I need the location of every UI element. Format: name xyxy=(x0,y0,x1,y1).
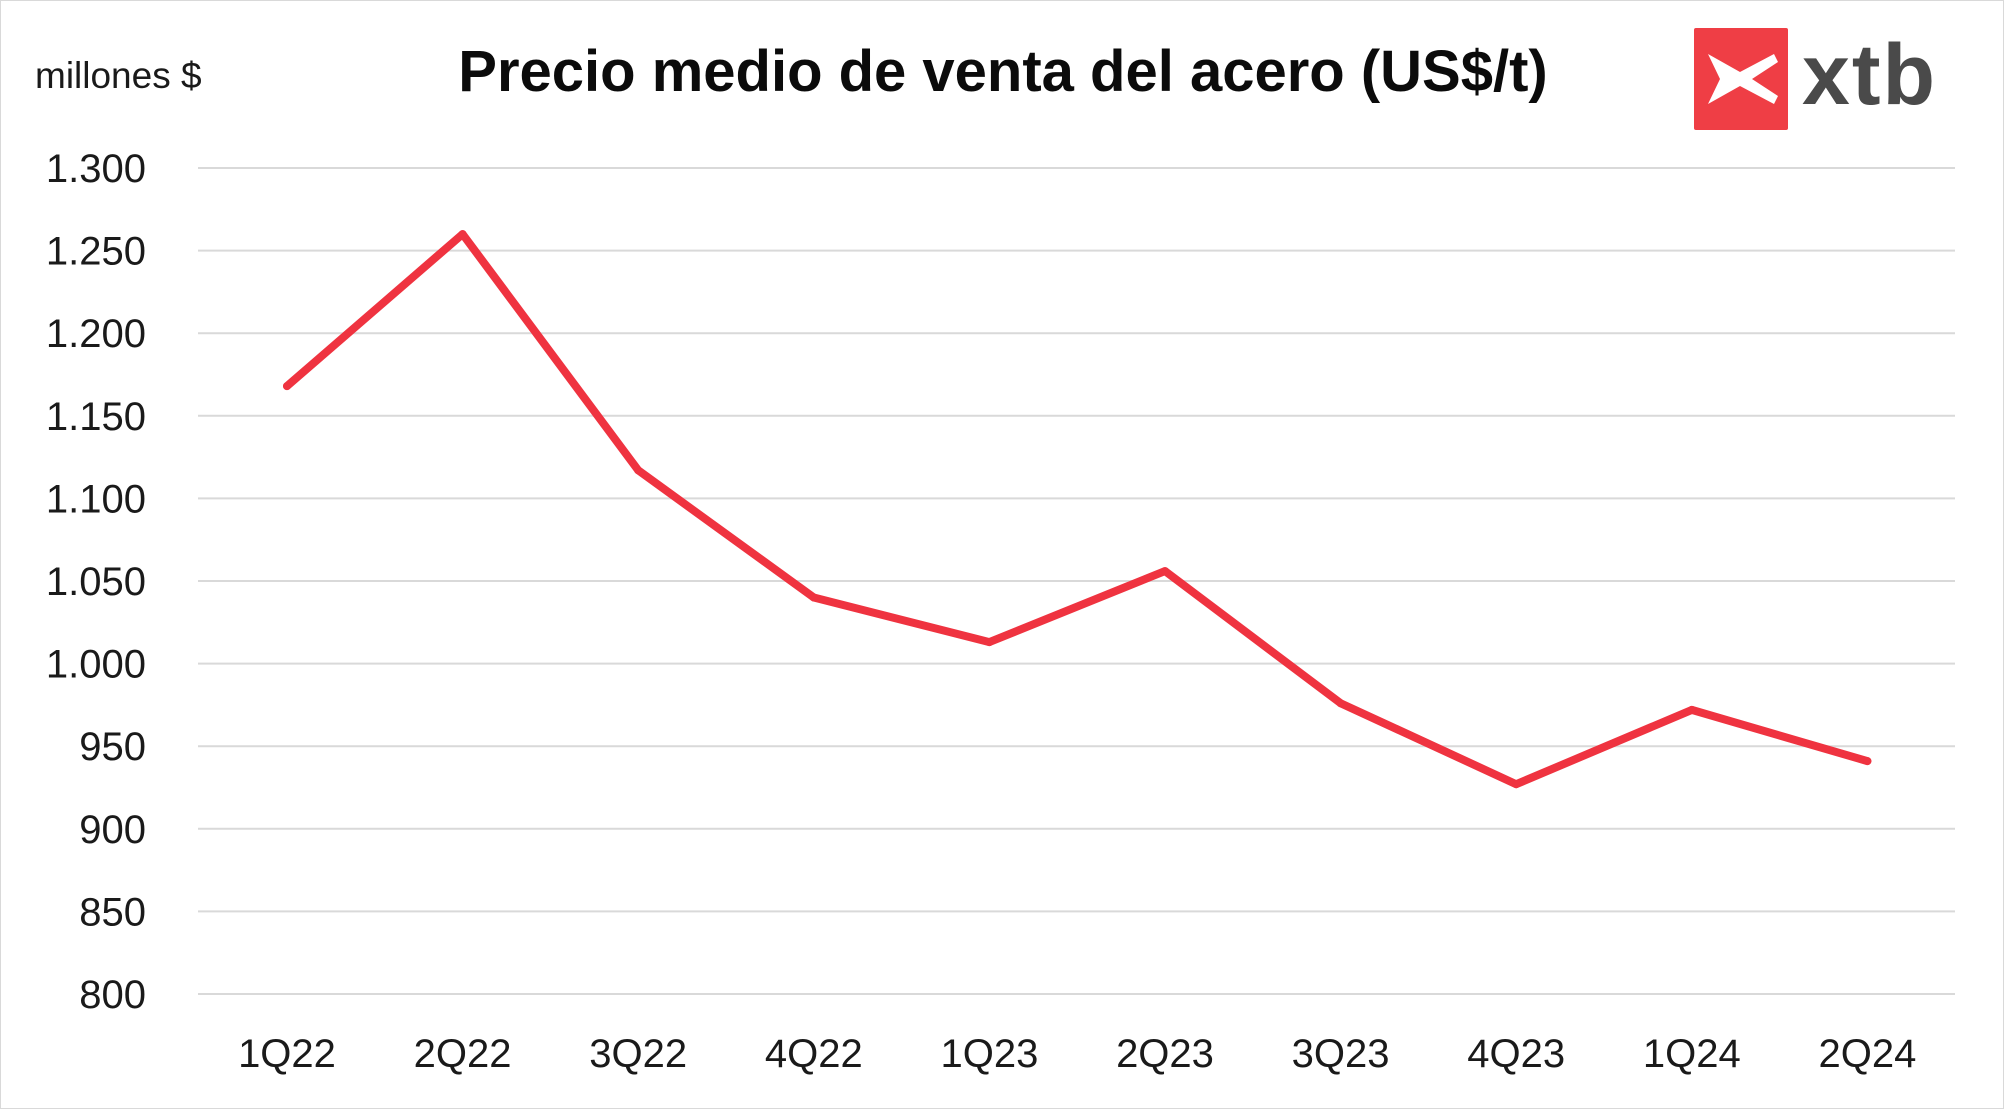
data-point xyxy=(283,382,291,391)
y-tick-label: 950 xyxy=(79,725,146,769)
logo-x-icon xyxy=(1694,28,1788,130)
y-tick-label: 1.200 xyxy=(46,312,146,356)
series-line xyxy=(283,230,1872,789)
data-point xyxy=(809,593,818,602)
data-point xyxy=(1336,699,1345,708)
x-tick-label: 4Q22 xyxy=(765,1032,863,1076)
y-tick-label: 1.050 xyxy=(46,560,146,604)
y-tick-label: 850 xyxy=(79,890,146,934)
y-unit-label: millones $ xyxy=(35,55,202,96)
xtb-logo: xtb xyxy=(1694,28,1954,130)
y-tick-label: 800 xyxy=(79,973,146,1017)
y-tick-label: 1.100 xyxy=(46,477,146,521)
x-tick-label: 2Q24 xyxy=(1818,1032,1916,1076)
data-point xyxy=(1863,757,1872,766)
y-tick-label: 1.300 xyxy=(46,147,146,191)
data-point xyxy=(1687,705,1696,714)
x-tick-label: 4Q23 xyxy=(1467,1032,1565,1076)
x-tick-label: 1Q23 xyxy=(940,1032,1038,1076)
data-point xyxy=(985,638,994,647)
x-tick-label: 3Q23 xyxy=(1292,1032,1390,1076)
y-tick-label: 1.250 xyxy=(46,230,146,274)
x-tick-label: 2Q22 xyxy=(414,1032,512,1076)
data-point xyxy=(458,230,467,239)
x-tick-label: 1Q24 xyxy=(1643,1032,1741,1076)
x-tick-label: 3Q22 xyxy=(589,1032,687,1076)
data-point xyxy=(1512,780,1521,789)
chart-title: Precio medio de venta del acero (US$/t) xyxy=(458,39,1548,104)
logo-wordmark: xtb xyxy=(1802,27,1937,123)
x-tick-label: 2Q23 xyxy=(1116,1032,1214,1076)
x-tick-label: 1Q22 xyxy=(238,1032,336,1076)
data-point xyxy=(634,466,643,475)
y-tick-label: 1.150 xyxy=(46,395,146,439)
y-tick-label: 900 xyxy=(79,808,146,852)
data-point xyxy=(1161,567,1169,576)
y-tick-label: 1.000 xyxy=(46,643,146,687)
